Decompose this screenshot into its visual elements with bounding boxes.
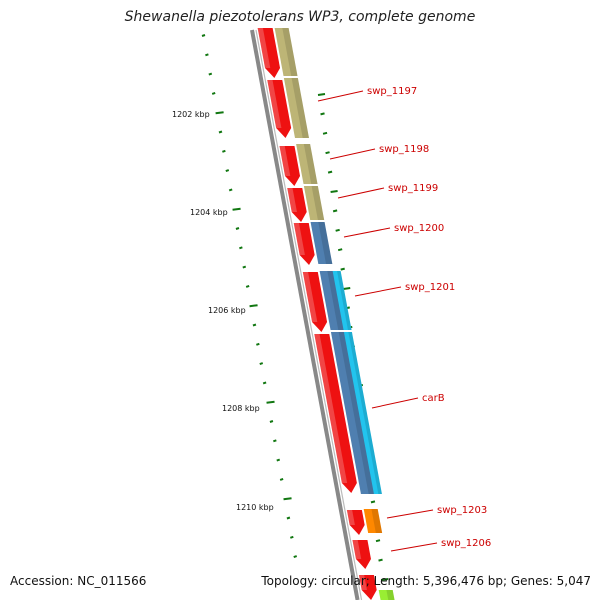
scale-tick [208,72,213,76]
scale-tick [290,535,294,539]
scale-tick [330,190,338,193]
scale-tick [325,151,330,155]
cds-arrow [314,334,357,493]
gene-label[interactable]: swp_1200 [394,223,444,234]
label-leader [343,227,391,238]
scale-tick [252,323,257,327]
gene-label[interactable]: carB [422,393,445,404]
cds-arrow [346,510,365,535]
scale-tick [273,439,277,443]
cds-arrow [267,80,292,138]
backbone-highlight [255,29,363,600]
cds-arrow [302,272,328,332]
cog-bar [330,332,375,494]
scale-tick [343,287,351,290]
label-leader [354,286,402,297]
scale-tick [222,149,226,153]
scale-tick [370,500,376,504]
scale-tick [322,131,328,135]
gene-labels: swp_1197 swp_1198 swp_1199 swp_1200 swp_1201… [317,86,491,552]
topology-text: Topology: circular; Length: 5,396,476 bp… [261,574,591,588]
scale-label: 1202 kbp [172,110,210,119]
gene-label[interactable]: swp_1201 [405,282,455,293]
cog-bar [343,332,382,494]
scale-tick [259,362,264,366]
label-leader [386,509,434,519]
cds-arrow [287,188,307,222]
scale-tick [380,578,389,581]
gene-features [257,28,395,600]
gene-label[interactable]: swp_1203 [437,505,487,516]
scale-tick [201,34,206,37]
scale-tick [245,284,250,288]
backbone-line [250,29,360,600]
scale-tick [279,477,284,481]
map-title: Shewanella piezotolerans WP3, complete g… [124,9,476,25]
gene-label[interactable]: swp_1199 [388,183,438,194]
scale-tick [266,400,275,404]
accession-text: Accession: NC_011566 [10,574,147,588]
cog-bar [303,186,325,220]
scale-tick [235,227,240,230]
scale-tick [327,170,333,174]
scale-label: 1206 kbp [208,306,246,315]
cds-arrow [352,540,371,569]
scale-label: 1210 kbp [236,503,274,512]
scale-tick [242,265,247,269]
cog-bar [283,78,309,138]
scale-tick [249,304,258,308]
cog-bar [274,28,298,76]
cog-bar [332,271,352,330]
scale-tick [283,497,292,501]
scale-tick [320,112,325,116]
scale-tick [340,267,345,271]
scale-tick [228,188,233,192]
scale-tick [211,91,216,95]
scale-tick [335,228,340,232]
scale-tick [256,342,260,346]
backbone [250,29,363,600]
scale-tick [215,111,224,115]
scale-tick [276,458,281,462]
scale-tick [286,516,291,520]
label-leader [337,187,385,199]
scale-tick [269,420,274,423]
scale-tick [378,558,383,562]
scale-tick [375,539,381,543]
scale-tick [205,53,209,57]
scale-tick [337,248,343,252]
scale-tick [332,209,338,213]
scale-label: 1204 kbp [190,208,228,217]
scale-tick [225,169,230,173]
gene-label[interactable]: swp_1206 [441,538,491,549]
cds-arrow [358,575,377,600]
scale-tick [317,93,326,96]
scale-tick [218,130,223,134]
label-leader [371,397,419,409]
cds-arrow [257,28,281,78]
cog-bar [378,590,395,600]
cog-bar [296,144,318,184]
cog-bar [310,222,333,264]
cog-bar [319,271,345,330]
scale-labels: 1202 kbp 1204 kbp 1206 kbp 1208 kbp 1210 kbp [172,110,274,512]
cog-bar [363,509,383,533]
label-leader [317,90,364,102]
gene-label[interactable]: swp_1198 [379,144,429,155]
cds-arrow [279,146,301,186]
scale-tick [293,555,298,559]
gene-label[interactable]: swp_1197 [367,86,417,97]
scale-label: 1208 kbp [222,404,260,413]
scale-tick [239,246,243,250]
cds-arrow [293,223,315,265]
scale-tick [232,207,241,211]
label-leader [329,148,376,160]
label-leader [390,542,438,552]
scale-tick [262,381,267,385]
